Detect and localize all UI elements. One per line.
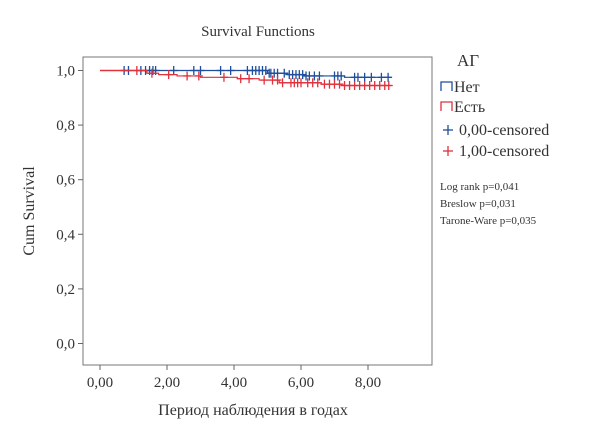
legend-item: 1,00-censored bbox=[443, 143, 549, 160]
y-tick-label: 0,4 bbox=[56, 227, 75, 243]
censor-mark bbox=[219, 72, 228, 82]
y-axis-label: Cum Survival bbox=[21, 166, 38, 256]
censor-mark bbox=[216, 66, 225, 75]
censor-mark bbox=[335, 79, 344, 89]
legend-step-icon bbox=[440, 101, 453, 111]
breslow-note: Breslow p=0,031 bbox=[440, 198, 516, 210]
censor-mark bbox=[169, 66, 178, 75]
censor-mark bbox=[260, 75, 269, 85]
censor-mark bbox=[132, 66, 141, 75]
censor-mark bbox=[367, 72, 376, 82]
censor-mark bbox=[313, 78, 322, 88]
series-layer bbox=[100, 66, 393, 91]
x-tick-label: 6,00 bbox=[288, 375, 314, 391]
censor-mark bbox=[183, 71, 192, 81]
censor-mark bbox=[245, 74, 254, 84]
legend-item: Нет bbox=[440, 79, 480, 96]
tarone-ware-note: Tarone-Ware p=0,035 bbox=[440, 215, 537, 227]
chart-title: Survival Functions bbox=[201, 24, 315, 40]
x-tick-label: 2,00 bbox=[154, 375, 180, 391]
legend-items: Нет Есть 0,00-censored 1,00-censored bbox=[440, 79, 549, 160]
y-tick-label: 0,8 bbox=[56, 118, 75, 134]
legend-plus-icon bbox=[443, 125, 453, 135]
censor-mark bbox=[315, 71, 324, 81]
legend-label: Нет bbox=[454, 79, 480, 96]
y-tick-label: 0,6 bbox=[56, 173, 75, 189]
censor-mark bbox=[384, 81, 393, 91]
censor-mark bbox=[196, 66, 205, 75]
censor-mark bbox=[298, 70, 307, 80]
y-tick-label: 1,0 bbox=[56, 64, 75, 80]
legend-plus-icon bbox=[443, 146, 453, 156]
censor-mark bbox=[384, 72, 393, 82]
legend-item: Есть bbox=[440, 99, 485, 116]
censor-mark bbox=[273, 75, 282, 85]
x-tick-label: 8,00 bbox=[355, 375, 381, 391]
censor-mark bbox=[280, 68, 289, 78]
test-statistics: Log rank p=0,041 Breslow p=0,031 Tarone-… bbox=[440, 181, 537, 227]
censor-mark bbox=[360, 72, 369, 82]
legend-label: 0,00-censored bbox=[459, 122, 549, 139]
x-axis: 0,00 2,00 4,00 6,00 8,00 bbox=[87, 365, 381, 391]
censor-mark bbox=[297, 78, 305, 88]
y-tick-label: 0,2 bbox=[56, 282, 75, 298]
legend-label: 1,00-censored bbox=[459, 143, 549, 160]
censor-mark bbox=[377, 72, 386, 82]
x-tick-label: 4,00 bbox=[221, 375, 247, 391]
censor-mark bbox=[236, 74, 245, 84]
legend-label: Есть bbox=[454, 99, 485, 116]
x-tick-label: 0,00 bbox=[87, 375, 113, 391]
censor-mark bbox=[337, 71, 346, 81]
legend-title: АГ bbox=[457, 51, 479, 70]
censor-mark bbox=[194, 71, 203, 81]
censor-mark bbox=[189, 66, 198, 75]
censor-mark bbox=[353, 72, 362, 82]
legend-item: 0,00-censored bbox=[443, 122, 549, 139]
log-rank-note: Log rank p=0,041 bbox=[440, 181, 519, 193]
plot-area bbox=[82, 56, 433, 366]
y-axis: 0,0 0,2 0,4 0,6 0,8 1,0 bbox=[56, 64, 83, 353]
x-axis-label: Период наблюдения в годах bbox=[158, 402, 348, 419]
legend: АГ Нет Есть 0,00-censored 1,00-censored bbox=[440, 51, 549, 160]
y-tick-label: 0,0 bbox=[56, 337, 75, 353]
censor-mark bbox=[278, 78, 287, 88]
legend-step-icon bbox=[440, 81, 453, 91]
censor-mark bbox=[147, 68, 156, 78]
censor-mark bbox=[164, 70, 173, 80]
censor-mark bbox=[226, 66, 235, 75]
